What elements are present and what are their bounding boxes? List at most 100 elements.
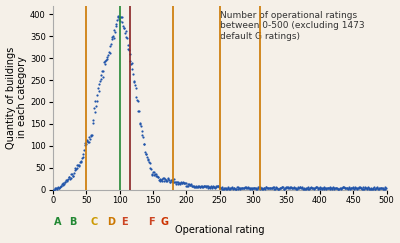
Point bbox=[232, 187, 239, 191]
Point bbox=[290, 185, 297, 189]
Point bbox=[137, 122, 144, 126]
Point bbox=[113, 22, 119, 26]
Point bbox=[343, 186, 349, 190]
Point bbox=[361, 185, 368, 189]
Point bbox=[355, 186, 361, 190]
Point bbox=[127, 59, 133, 63]
Point bbox=[341, 185, 347, 189]
Point bbox=[196, 185, 203, 189]
Point bbox=[76, 164, 83, 168]
Point bbox=[71, 171, 77, 175]
Point bbox=[289, 186, 296, 190]
Point bbox=[72, 166, 79, 170]
Point bbox=[262, 187, 268, 191]
Point bbox=[209, 186, 216, 190]
Point bbox=[381, 187, 387, 191]
Point bbox=[115, 15, 121, 18]
Point bbox=[120, 26, 127, 30]
Point bbox=[61, 182, 67, 186]
Point bbox=[223, 187, 230, 191]
Point bbox=[66, 175, 73, 179]
Point bbox=[182, 181, 188, 185]
Point bbox=[264, 186, 271, 190]
Point bbox=[97, 79, 103, 83]
Point bbox=[270, 185, 276, 189]
Point bbox=[325, 186, 331, 190]
Point bbox=[125, 47, 131, 51]
Point bbox=[67, 177, 73, 181]
Point bbox=[165, 177, 172, 181]
Point bbox=[68, 172, 75, 176]
Point bbox=[142, 150, 148, 154]
Point bbox=[98, 73, 105, 77]
Point bbox=[359, 187, 365, 191]
Point bbox=[292, 186, 298, 190]
Point bbox=[307, 186, 314, 190]
Point bbox=[190, 184, 197, 188]
Point bbox=[52, 186, 59, 190]
Point bbox=[347, 186, 354, 190]
Text: C: C bbox=[90, 217, 98, 227]
Point bbox=[210, 185, 217, 189]
Point bbox=[126, 48, 132, 52]
Point bbox=[313, 185, 319, 189]
Point bbox=[128, 62, 134, 66]
Point bbox=[276, 186, 283, 190]
Point bbox=[82, 143, 88, 147]
Point bbox=[301, 186, 308, 190]
Point bbox=[54, 186, 61, 190]
Point bbox=[338, 186, 344, 190]
Y-axis label: Quantity of buildings
in each category: Quantity of buildings in each category bbox=[6, 46, 27, 149]
Point bbox=[328, 186, 334, 190]
Point bbox=[140, 135, 146, 139]
Point bbox=[369, 187, 375, 191]
Point bbox=[63, 178, 69, 182]
Point bbox=[291, 186, 298, 190]
Point bbox=[321, 185, 327, 189]
Point bbox=[236, 186, 243, 190]
Point bbox=[284, 185, 290, 189]
Point bbox=[334, 186, 340, 190]
Point bbox=[224, 187, 230, 191]
Point bbox=[354, 187, 360, 191]
Point bbox=[246, 187, 253, 191]
Point bbox=[347, 187, 353, 191]
Point bbox=[141, 142, 148, 146]
Point bbox=[208, 184, 214, 188]
Point bbox=[326, 186, 332, 190]
Point bbox=[122, 29, 129, 33]
Text: F: F bbox=[148, 217, 155, 227]
Point bbox=[264, 186, 270, 190]
X-axis label: Operational rating: Operational rating bbox=[175, 225, 264, 235]
Point bbox=[274, 187, 281, 191]
Point bbox=[128, 61, 135, 65]
Point bbox=[229, 186, 236, 190]
Point bbox=[148, 167, 154, 171]
Point bbox=[134, 99, 141, 103]
Point bbox=[54, 187, 60, 191]
Point bbox=[236, 186, 242, 190]
Point bbox=[81, 148, 87, 152]
Point bbox=[367, 186, 374, 190]
Point bbox=[228, 186, 234, 190]
Point bbox=[52, 187, 58, 191]
Point bbox=[143, 152, 150, 156]
Point bbox=[281, 187, 288, 191]
Point bbox=[92, 110, 98, 113]
Point bbox=[130, 72, 136, 76]
Point bbox=[226, 187, 233, 191]
Point bbox=[90, 121, 96, 124]
Point bbox=[79, 156, 85, 160]
Point bbox=[107, 44, 113, 48]
Point bbox=[132, 86, 139, 90]
Point bbox=[198, 184, 205, 188]
Point bbox=[186, 182, 192, 186]
Point bbox=[251, 186, 258, 190]
Point bbox=[298, 186, 304, 190]
Point bbox=[304, 185, 311, 189]
Point bbox=[120, 24, 126, 28]
Point bbox=[149, 173, 156, 177]
Point bbox=[296, 185, 303, 189]
Point bbox=[280, 185, 286, 189]
Point bbox=[138, 124, 144, 128]
